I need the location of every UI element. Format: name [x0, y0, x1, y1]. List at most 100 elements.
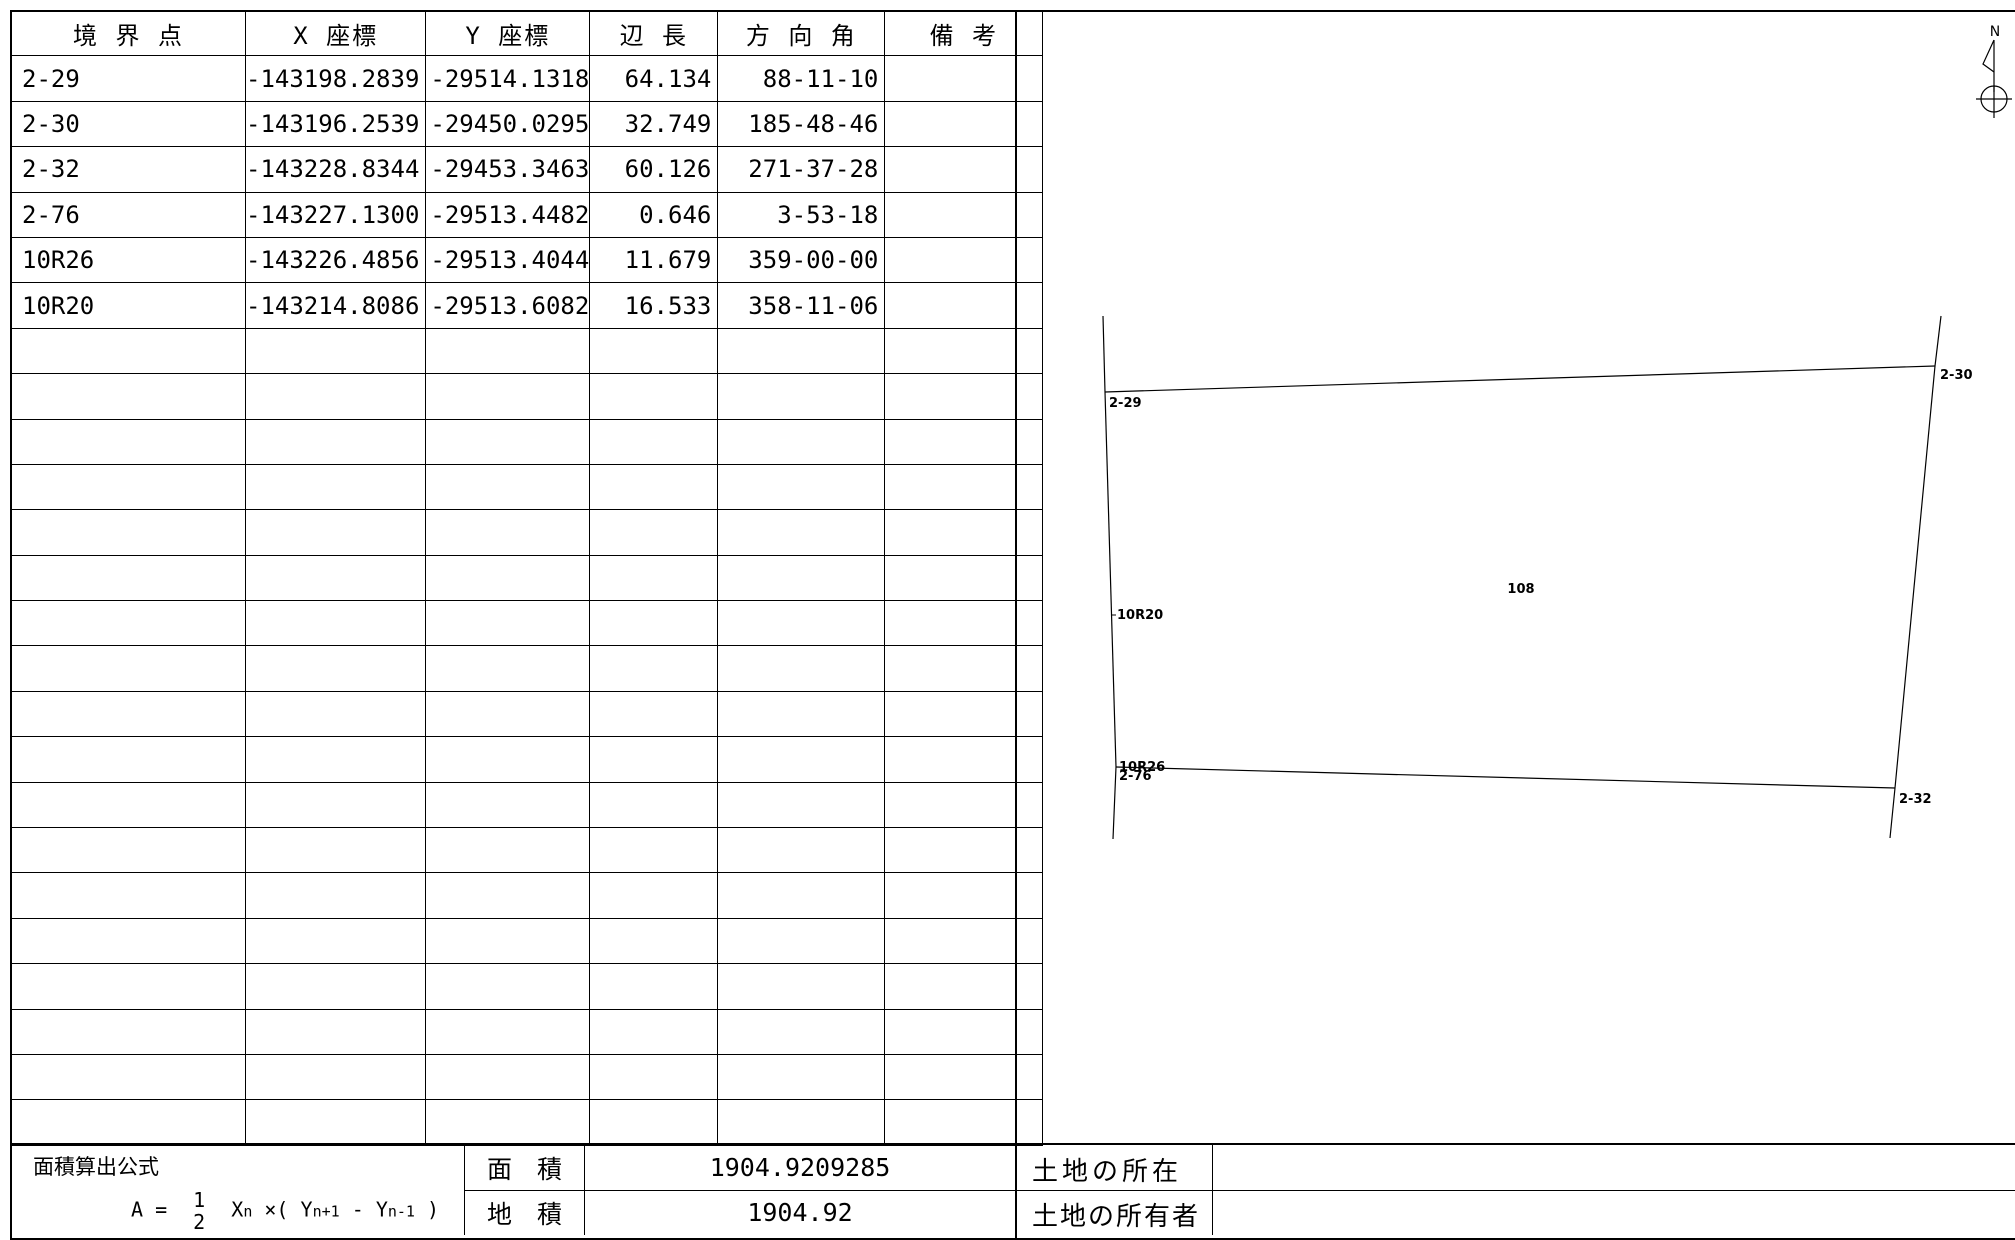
empty-cell [244, 645, 427, 692]
empty-cell [589, 736, 719, 783]
empty-cell [717, 418, 886, 465]
formula-close: ) [427, 1197, 440, 1222]
header-length: 辺 長 [589, 9, 719, 57]
empty-cell [717, 600, 886, 647]
empty-cell [11, 1008, 246, 1055]
cell-y: -29450.0295 [425, 100, 591, 148]
empty-cell [884, 463, 1044, 511]
point-label-2-76: 2-76 [1119, 769, 1152, 784]
empty-cell [884, 781, 1044, 829]
formula-x: X [231, 1197, 244, 1222]
empty-cell [425, 827, 591, 874]
empty-cell [589, 554, 719, 602]
cell-length: 11.679 [589, 236, 719, 284]
cell-point: 2-32 [11, 146, 246, 193]
empty-cell [589, 600, 719, 647]
cell-bearing: 358-11-06 [717, 282, 886, 329]
parcel-plot: N 2-29 2-30 2-32 2-76 10R26 10R20 108 [1102, 24, 2012, 840]
table-row: 2-30 -143196.2539 -29450.0295 32.749 185-48-… [11, 100, 1044, 148]
north-label: N [1990, 24, 2000, 40]
empty-cell [589, 463, 719, 511]
empty-cell [589, 418, 719, 465]
empty-cell [884, 509, 1044, 556]
empty-cell [11, 463, 246, 511]
empty-cell [425, 645, 591, 692]
table-row: 2-32 -143228.8344 -29453.3463 60.126 271-37-… [11, 146, 1044, 193]
empty-cell [244, 554, 427, 602]
table-row-empty [11, 509, 1044, 556]
empty-cell [425, 327, 591, 375]
land-info-section: 土地の所在 土地の所有者 [1016, 1143, 2015, 1235]
empty-cell [11, 781, 246, 829]
empty-cell [589, 327, 719, 375]
area-formula: A = 1 2 Xn ×( Yn+1 - Yn-1 ) [131, 1189, 439, 1233]
empty-cell [244, 781, 427, 829]
empty-cell [425, 509, 591, 556]
cell-point: 2-76 [11, 191, 246, 238]
table-row-empty [11, 690, 1044, 738]
empty-cell [425, 736, 591, 783]
empty-cell [717, 736, 886, 783]
formula-fraction: 1 2 [193, 1189, 205, 1233]
point-label-2-29: 2-29 [1109, 396, 1142, 411]
table-row-empty [11, 600, 1044, 647]
empty-cell [717, 463, 886, 511]
empty-cell [244, 1053, 427, 1101]
empty-cell [884, 418, 1044, 465]
empty-cell [884, 373, 1044, 420]
cell-note [884, 282, 1044, 329]
empty-cell [717, 1008, 886, 1055]
table-row-empty [11, 872, 1044, 919]
empty-cell [244, 418, 427, 465]
cell-x: -143227.1300 [244, 191, 427, 238]
cell-point: 10R20 [11, 282, 246, 329]
parcel-boundary [1102, 315, 1942, 840]
menseki-label: 面 積 [464, 1145, 584, 1190]
empty-cell [425, 373, 591, 420]
empty-cell [244, 872, 427, 919]
empty-cell [11, 327, 246, 375]
empty-cell [717, 509, 886, 556]
cell-bearing: 88-11-10 [717, 55, 886, 102]
header-y: Y 座標 [425, 9, 591, 57]
empty-cell [589, 963, 719, 1010]
formula-y2-sub: n-1 [387, 1202, 415, 1221]
empty-cell [244, 963, 427, 1010]
cell-bearing: 3-53-18 [717, 191, 886, 238]
north-arrow-icon: N [1976, 24, 2012, 118]
table-row-empty [11, 736, 1044, 783]
empty-cell [425, 872, 591, 919]
table-row-empty [11, 645, 1044, 692]
empty-cell [244, 736, 427, 783]
location-label: 土地の所在 [1032, 1157, 1183, 1187]
formula-x-sub: n [243, 1202, 253, 1221]
empty-cell [884, 554, 1044, 602]
empty-cell [244, 827, 427, 874]
empty-cell [244, 690, 427, 738]
empty-cell [717, 690, 886, 738]
empty-cell [425, 917, 591, 965]
table-row: 2-29 -143198.2839 -29514.1318 64.134 88-11-1… [11, 55, 1044, 102]
empty-cell [425, 418, 591, 465]
empty-cell [244, 917, 427, 965]
table-row-empty [11, 917, 1044, 965]
table-row-empty [11, 1099, 1044, 1146]
empty-cell [11, 418, 246, 465]
empty-cell [717, 827, 886, 874]
empty-cell [11, 1099, 246, 1146]
land-info-hline [1016, 1190, 2015, 1191]
empty-cell [717, 872, 886, 919]
area-grid: 面 積 1904.9209285 地 積 1904.92 [464, 1145, 1015, 1235]
cell-x: -143226.4856 [244, 236, 427, 284]
empty-cell [425, 463, 591, 511]
parcel-number-label: 108 [1507, 582, 1534, 597]
formula-minus: - [351, 1197, 364, 1222]
table-row-empty [11, 1053, 1044, 1101]
formula-y1-sub: n+1 [312, 1202, 340, 1221]
empty-cell [11, 963, 246, 1010]
table-row: 2-76 -143227.1300 -29513.4482 0.646 3-53-18 [11, 191, 1044, 238]
empty-cell [717, 963, 886, 1010]
empty-cell [589, 827, 719, 874]
header-bearing: 方 向 角 [717, 9, 886, 57]
empty-cell [884, 645, 1044, 692]
